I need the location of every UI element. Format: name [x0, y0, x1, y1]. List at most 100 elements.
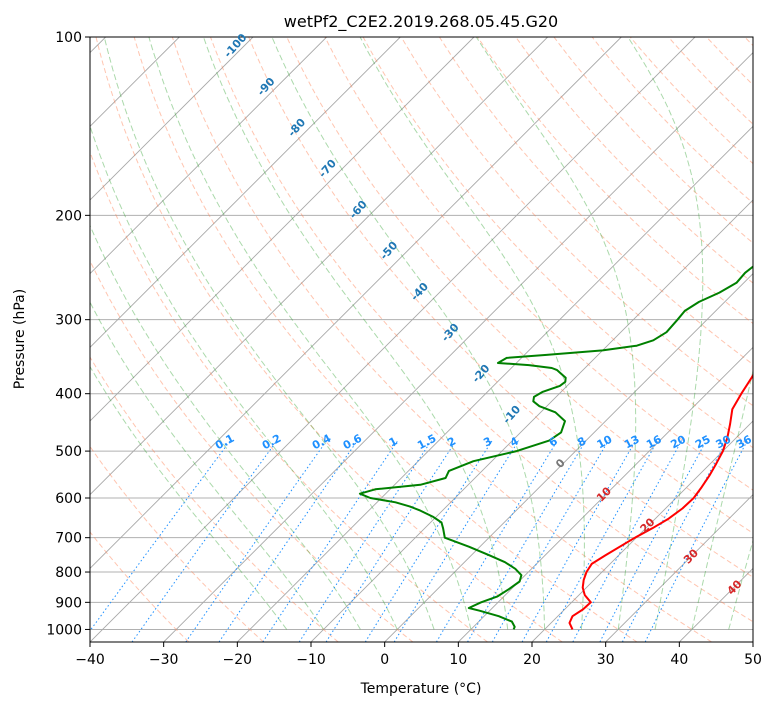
moist-adiabat-line	[728, 538, 753, 630]
mixing-ratio-label: 0.1	[213, 432, 236, 453]
mixing-ratio-line	[644, 440, 748, 642]
y-tick-label: 400	[55, 387, 82, 403]
dry-adiabat-label: -50	[377, 239, 400, 263]
mixing-ratio-label: 25	[693, 433, 713, 452]
mixing-ratio-label: 8	[575, 434, 588, 449]
moist-adiabat-line	[203, 37, 509, 630]
dry-adiabat-line	[438, 37, 753, 366]
dry-adiabat-line	[90, 356, 339, 642]
moist-adiabat-line	[359, 37, 585, 630]
isotherm-line	[458, 346, 753, 642]
mixing-ratio-line	[621, 440, 728, 642]
dry-adiabat-line	[668, 37, 753, 125]
moist-adiabat-line	[271, 37, 546, 630]
mixing-ratio-line	[298, 440, 432, 642]
mixing-ratio-line	[393, 440, 520, 642]
moist-adiabat-label: 0	[553, 456, 568, 471]
chart-title: wetPf2_C2E2.2019.268.05.45.G20	[284, 12, 558, 32]
y-tick-label: 300	[55, 313, 82, 329]
dry-adiabat-label: -10	[500, 403, 523, 427]
mixing-ratio-line	[599, 440, 707, 642]
y-axis-label: Pressure (hPa)	[12, 289, 28, 389]
isotherm-line	[90, 37, 622, 569]
mixing-ratio-line	[185, 440, 328, 642]
dry-adiabat-line	[90, 259, 414, 642]
mixing-ratio-line	[545, 440, 659, 642]
y-tick-label: 200	[55, 208, 82, 224]
dry-adiabat-line	[90, 150, 488, 642]
mixing-ratio-label: 10	[595, 433, 615, 452]
x-axis-label: Temperature (°C)	[360, 681, 482, 697]
y-tick-label: 700	[55, 531, 82, 547]
mixing-ratio-label: 1.5	[415, 432, 438, 453]
dewpoint-line	[358, 265, 753, 630]
mixing-ratio-label: 2	[445, 434, 458, 449]
y-tick-label: 100	[55, 30, 82, 46]
mixing-ratio-label: 3	[481, 434, 494, 449]
mixing-ratio-line	[218, 440, 358, 642]
x-tick-label: −40	[75, 652, 105, 668]
x-tick-label: 40	[670, 652, 688, 668]
isotherm-line	[90, 37, 696, 642]
mixing-ratio-line	[90, 440, 231, 632]
isotherm-line	[384, 273, 753, 642]
dry-adiabat-line	[744, 37, 753, 47]
temperature-line	[568, 373, 753, 630]
dry-adiabat-line	[400, 37, 753, 407]
mixing-ratio-line	[467, 440, 587, 642]
x-tick-label: 10	[449, 652, 467, 668]
dry-adiabat-line	[95, 37, 563, 642]
moist-adiabat-line	[90, 124, 398, 630]
dry-adiabat-line	[90, 531, 190, 642]
mixing-ratio-line	[131, 440, 278, 642]
plot-frame	[89, 36, 754, 643]
dry-adiabat-line	[591, 37, 753, 204]
y-tick-label: 800	[55, 565, 82, 581]
isotherm-line	[531, 420, 753, 642]
moist-adiabat-line	[103, 37, 435, 630]
moist-adiabat-line	[627, 37, 704, 630]
isotherm-line	[605, 494, 753, 642]
y-tick-label: 500	[55, 444, 82, 460]
dry-adiabat-label: -100	[221, 31, 249, 60]
dry-adiabat-label: -20	[470, 362, 493, 386]
background-lines	[90, 37, 753, 642]
moist-adiabat-line	[475, 37, 637, 630]
isotherm-line	[90, 37, 254, 201]
x-tick-label: −10	[296, 652, 326, 668]
dry-adiabat-label: -80	[285, 116, 308, 140]
dry-adiabat-line	[171, 37, 712, 642]
x-tick-label: 20	[523, 652, 541, 668]
isotherm-line	[752, 641, 753, 642]
dry-adiabat-line	[248, 37, 753, 578]
mixing-ratio-label: 20	[668, 433, 688, 452]
dry-adiabat-line	[477, 37, 753, 325]
x-tick-label: 0	[380, 652, 389, 668]
dry-adiabat-line	[362, 37, 753, 449]
mixing-ratio-label: 0.6	[341, 432, 365, 453]
moist-adiabat-line	[148, 37, 472, 630]
mixing-ratio-label: 13	[622, 433, 642, 452]
profile-series	[358, 265, 753, 630]
isotherm-line	[237, 125, 753, 642]
x-tick-label: −30	[149, 652, 179, 668]
mixing-ratio-line	[262, 440, 399, 642]
mixing-ratio-line	[491, 440, 609, 642]
moist-adiabat-line	[90, 365, 288, 630]
x-tick-label: −20	[223, 652, 253, 668]
dry-adiabat-label: -90	[255, 75, 278, 99]
dry-adiabat-label: -40	[408, 280, 431, 304]
isotherm-line	[310, 199, 753, 642]
mixing-ratio-label: 4	[508, 434, 521, 449]
dry-adiabat-line	[706, 37, 753, 86]
moist-adiabat-line	[691, 368, 753, 630]
dry-adiabat-line	[324, 37, 753, 491]
mixing-ratio-label: 30	[714, 433, 734, 452]
dry-adiabat-line	[133, 37, 638, 642]
moist-adiabat-label: 20	[638, 515, 658, 535]
x-tick-label: 50	[744, 652, 762, 668]
y-tick-label: 600	[55, 491, 82, 507]
y-tick-label: 1000	[46, 622, 82, 638]
moist-adiabat-line	[90, 301, 325, 630]
